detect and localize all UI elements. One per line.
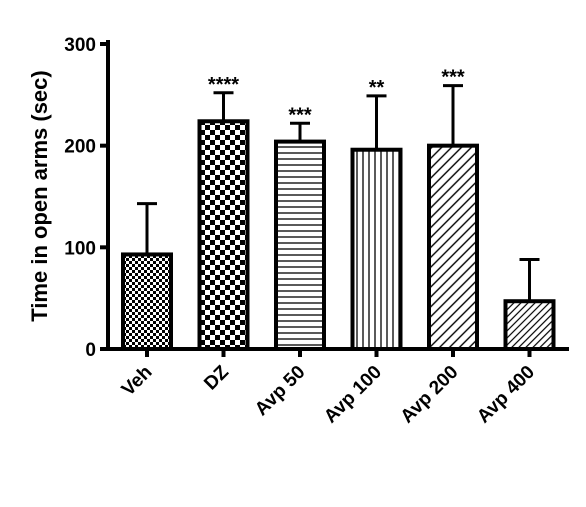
bar-veh xyxy=(121,252,173,351)
y-tick-label: 300 xyxy=(64,35,96,56)
x-tick-label: Veh xyxy=(118,362,157,401)
y-ticks: 0 100 200 300 xyxy=(64,35,108,361)
bar-avp-100 xyxy=(350,147,403,351)
bar-avp-400 xyxy=(503,299,556,352)
x-tick-label: DZ xyxy=(200,361,233,394)
significance-label: ** xyxy=(369,77,385,99)
y-axis-title: Time in open arms (sec) xyxy=(27,70,52,321)
significance-label: *** xyxy=(288,104,312,126)
bar-dz xyxy=(197,119,250,352)
bar-avp-200 xyxy=(427,143,479,351)
y-tick-label: 100 xyxy=(64,238,96,259)
significance-label: *** xyxy=(441,67,465,89)
x-ticks: Veh DZ Avp 50 Avp 100 Avp 200 Avp 400 xyxy=(118,349,539,428)
bars-layer: ********* *** xyxy=(121,67,556,352)
x-tick-label: Avp 400 xyxy=(473,362,539,428)
bar-avp-50 xyxy=(274,139,326,351)
x-tick-label: Avp 100 xyxy=(320,362,386,428)
x-tick-label: Avp 200 xyxy=(397,362,463,428)
y-tick-label: 0 xyxy=(85,340,96,361)
y-tick-label: 200 xyxy=(64,137,96,158)
x-tick-label: Avp 50 xyxy=(251,362,309,420)
significance-label: **** xyxy=(208,74,239,96)
